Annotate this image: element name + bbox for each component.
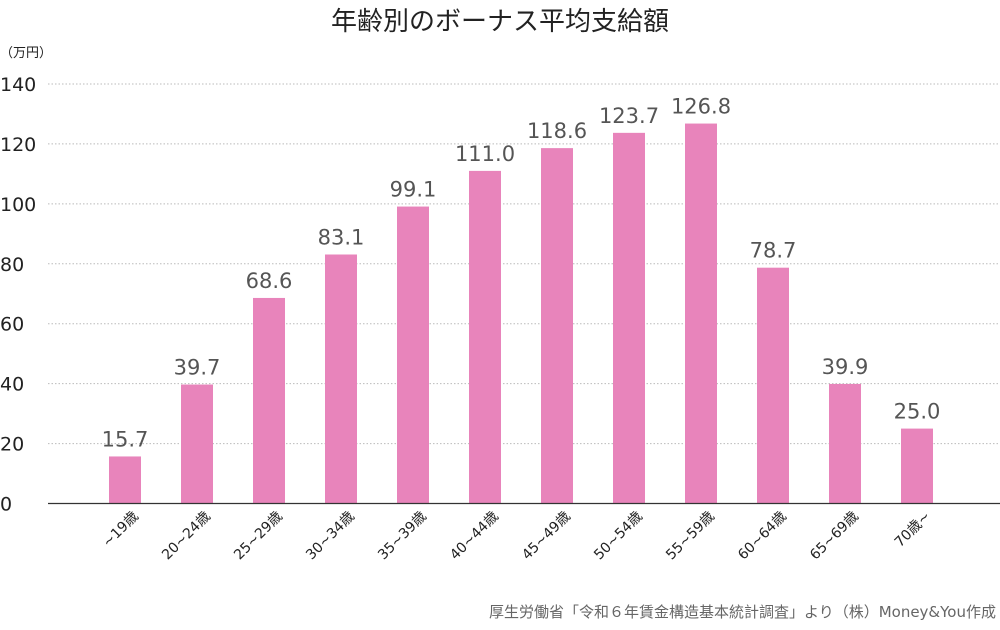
source-note: 厚生労働省「令和６年賃金構造基本統計調査」より（株）Money&You作成	[489, 603, 996, 621]
data-label: 118.6	[527, 119, 587, 143]
data-label: 25.0	[894, 400, 941, 424]
bar	[253, 297, 285, 504]
y-tick-label: 0	[0, 494, 12, 516]
bar	[685, 123, 717, 504]
data-label: 15.7	[102, 427, 149, 451]
chart-title: 年齢別のボーナス平均支給額	[331, 7, 669, 37]
data-label: 39.7	[174, 356, 221, 380]
bar	[469, 170, 501, 504]
x-tick-label: 40~44歳	[447, 509, 502, 564]
x-tick-label: ~19歳	[100, 509, 142, 551]
data-label: 111.0	[455, 142, 515, 166]
x-tick-label: 60~64歳	[735, 509, 790, 564]
y-tick-label: 60	[0, 314, 24, 336]
x-tick-label: 70歳~	[892, 509, 934, 551]
data-label: 99.1	[390, 178, 437, 202]
x-tick-label: 35~39歳	[375, 509, 430, 564]
x-tick-label: 50~54歳	[591, 509, 646, 564]
y-tick-label: 100	[0, 194, 36, 216]
bar	[325, 254, 357, 504]
bar	[829, 383, 861, 504]
y-tick-label: 80	[0, 254, 24, 276]
x-tick-label: 65~69歳	[807, 509, 862, 564]
data-label: 83.1	[318, 225, 365, 249]
bar	[541, 148, 573, 504]
data-label: 126.8	[671, 95, 731, 119]
data-label: 39.9	[822, 355, 869, 379]
bar	[109, 456, 141, 504]
x-tick-label: 25~29歳	[231, 509, 286, 564]
x-tick-label: 55~59歳	[663, 509, 718, 564]
bar	[181, 384, 213, 504]
data-label: 78.7	[750, 239, 797, 263]
data-label: 123.7	[599, 104, 659, 128]
x-tick-label: 30~34歳	[303, 509, 358, 564]
y-tick-label: 20	[0, 434, 24, 456]
data-label: 68.6	[246, 269, 293, 293]
y-tick-label: 120	[0, 134, 36, 156]
bar	[397, 206, 429, 504]
x-tick-label: 45~49歳	[519, 509, 574, 564]
y-tick-label: 40	[0, 374, 24, 396]
bar	[613, 132, 645, 504]
y-axis-unit-label: （万円）	[0, 46, 52, 61]
bar	[757, 267, 789, 504]
bar	[901, 428, 933, 504]
y-tick-label: 140	[0, 74, 36, 96]
x-tick-label: 20~24歳	[159, 509, 214, 564]
